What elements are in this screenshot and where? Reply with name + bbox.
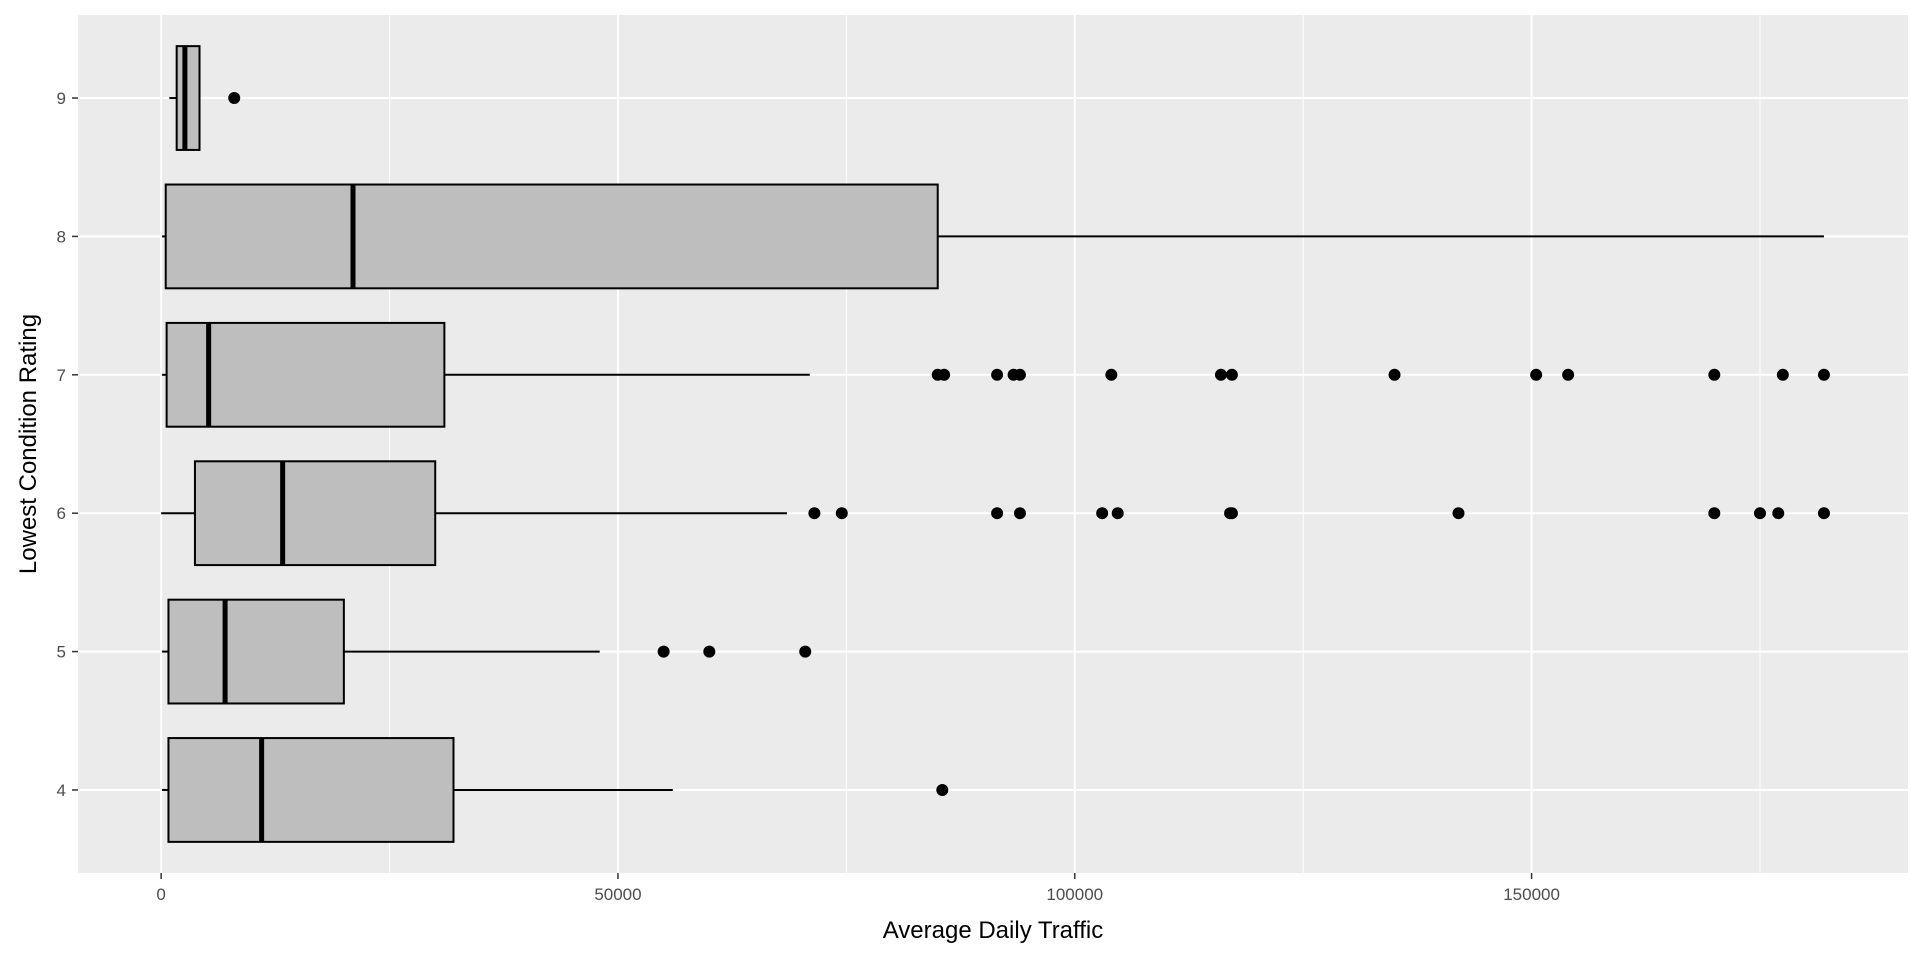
iqr-box (167, 737, 455, 843)
outlier-point (938, 368, 951, 381)
outlier-point (1013, 368, 1026, 381)
outlier-point (1225, 368, 1238, 381)
iqr-box (167, 598, 345, 705)
iqr-box (175, 45, 201, 151)
outlier-point (657, 645, 670, 658)
y-tick-label: 9 (57, 89, 66, 108)
outlier-point (1013, 507, 1026, 520)
y-axis-title: Lowest Condition Rating (15, 314, 42, 574)
outlier-point (1708, 368, 1721, 381)
outlier-point (1817, 368, 1830, 381)
x-tick-label: 150000 (1503, 885, 1560, 904)
outlier-point (1817, 507, 1830, 520)
y-tick-label: 8 (57, 227, 66, 246)
outlier-point (799, 645, 812, 658)
outlier-point (1111, 507, 1124, 520)
outlier-point (1452, 507, 1465, 520)
x-axis-title: Average Daily Traffic (883, 917, 1104, 944)
iqr-box (164, 183, 939, 290)
outlier-point (1214, 368, 1227, 381)
x-tick-label: 50000 (594, 885, 641, 904)
outlier-point (1772, 507, 1785, 520)
iqr-box (165, 321, 446, 428)
outlier-point (808, 507, 821, 520)
outlier-point (703, 645, 716, 658)
boxes-group (161, 45, 1830, 843)
outlier-point (1708, 507, 1721, 520)
outlier-point (1776, 368, 1789, 381)
y-tick-label: 7 (57, 366, 66, 385)
y-axis-ticks: 4 5 6 7 8 9 (57, 89, 78, 800)
outlier-point (936, 783, 949, 796)
y-tick-label: 5 (57, 643, 66, 662)
outlier-point (835, 507, 848, 520)
iqr-box (193, 460, 437, 567)
box-6 (161, 460, 1830, 567)
box-5 (162, 598, 812, 705)
outlier-point (991, 368, 1004, 381)
outlier-point (1562, 368, 1575, 381)
outlier-point (1096, 507, 1109, 520)
x-tick-label: 0 (156, 885, 165, 904)
x-tick-label: 100000 (1046, 885, 1103, 904)
box-9 (169, 45, 241, 151)
x-axis-ticks: 0 50000 100000 150000 (156, 873, 1560, 904)
y-tick-label: 6 (57, 504, 66, 523)
plot-panel (78, 15, 1908, 873)
outlier-point (228, 92, 241, 105)
box-8 (162, 183, 1824, 290)
outlier-point (991, 507, 1004, 520)
outlier-point (1530, 368, 1543, 381)
outlier-point (1388, 368, 1401, 381)
outlier-point (1753, 507, 1766, 520)
y-tick-label: 4 (57, 781, 66, 800)
box-4 (162, 737, 949, 843)
box-7 (162, 321, 1830, 428)
outlier-point (1105, 368, 1118, 381)
outlier-point (1225, 507, 1238, 520)
